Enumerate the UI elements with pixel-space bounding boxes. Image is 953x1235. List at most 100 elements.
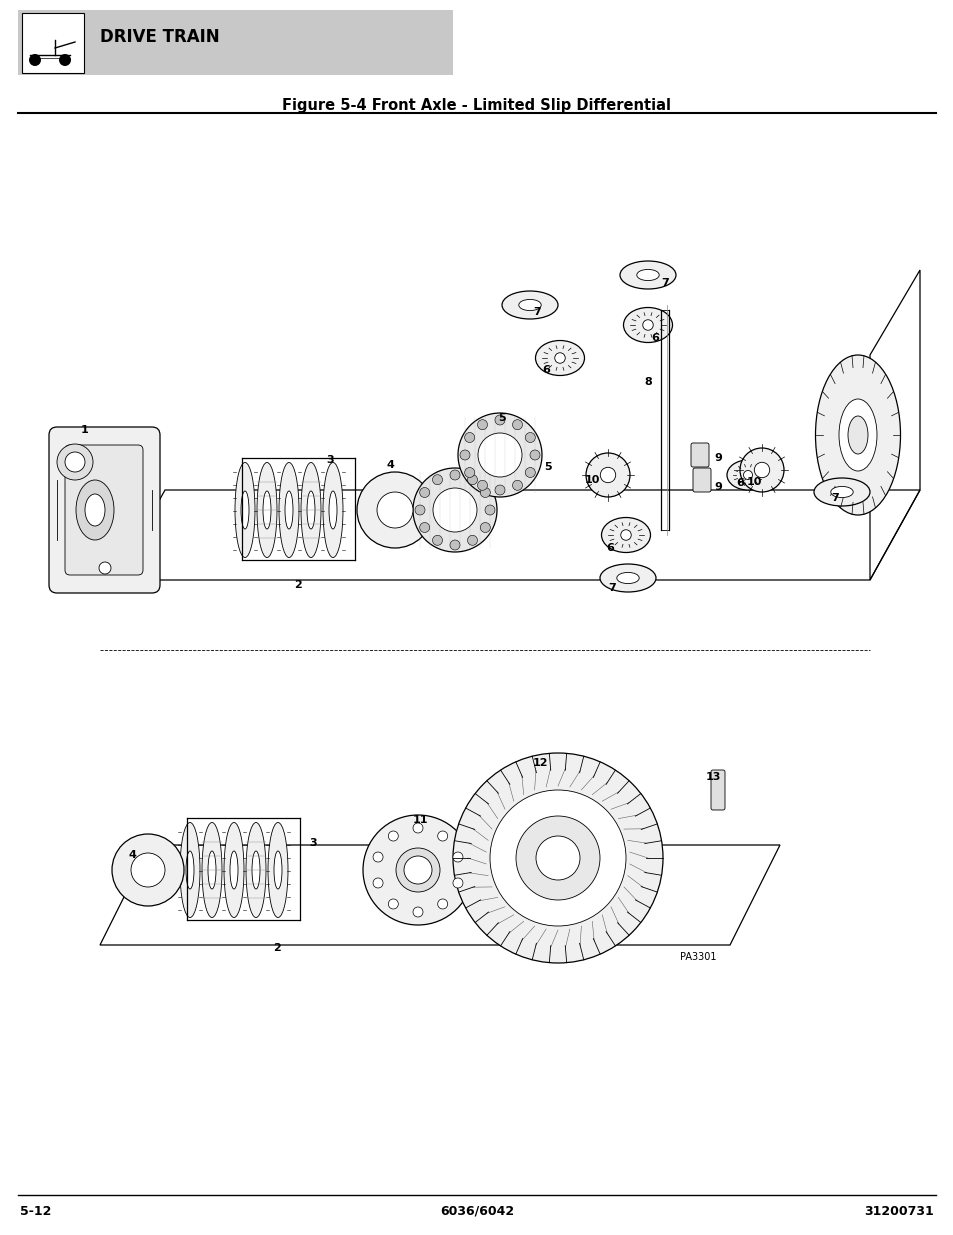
Text: 6: 6 [605, 543, 614, 553]
Circle shape [490, 790, 625, 926]
Circle shape [373, 878, 383, 888]
Circle shape [376, 492, 413, 529]
Circle shape [453, 753, 662, 963]
Circle shape [484, 505, 495, 515]
Ellipse shape [847, 416, 867, 454]
Text: 4: 4 [386, 459, 394, 471]
Ellipse shape [268, 823, 288, 918]
Ellipse shape [252, 851, 260, 889]
Text: Figure 5-4 Front Axle - Limited Slip Differential: Figure 5-4 Front Axle - Limited Slip Dif… [282, 98, 671, 112]
Circle shape [388, 831, 398, 841]
Circle shape [373, 852, 383, 862]
Circle shape [112, 834, 184, 906]
Circle shape [99, 562, 111, 574]
Ellipse shape [813, 478, 869, 506]
Ellipse shape [623, 308, 672, 342]
Circle shape [754, 462, 769, 478]
Circle shape [495, 415, 504, 425]
Text: 2: 2 [294, 580, 301, 590]
FancyBboxPatch shape [49, 427, 160, 593]
Text: 2: 2 [273, 944, 280, 953]
Circle shape [512, 480, 522, 490]
Text: 10: 10 [745, 477, 760, 487]
Circle shape [432, 535, 442, 546]
Text: 9: 9 [713, 482, 721, 492]
Circle shape [467, 474, 477, 484]
Circle shape [363, 815, 473, 925]
Ellipse shape [234, 462, 254, 557]
Ellipse shape [301, 462, 320, 557]
Circle shape [642, 320, 653, 330]
Text: 13: 13 [704, 772, 720, 782]
Ellipse shape [617, 572, 639, 584]
Ellipse shape [230, 851, 237, 889]
Circle shape [536, 836, 579, 881]
Ellipse shape [274, 851, 282, 889]
Text: 1: 1 [81, 425, 89, 435]
Text: 7: 7 [830, 493, 838, 503]
Circle shape [453, 852, 462, 862]
Ellipse shape [224, 823, 244, 918]
Text: 12: 12 [532, 758, 547, 768]
Circle shape [65, 452, 85, 472]
Circle shape [59, 54, 71, 65]
Circle shape [437, 831, 447, 841]
Circle shape [388, 899, 398, 909]
Text: 3: 3 [309, 839, 316, 848]
Circle shape [459, 450, 470, 459]
Ellipse shape [815, 354, 900, 515]
Circle shape [415, 505, 424, 515]
Circle shape [450, 471, 459, 480]
Circle shape [29, 54, 41, 65]
Circle shape [464, 432, 475, 442]
Circle shape [479, 522, 490, 532]
FancyBboxPatch shape [690, 443, 708, 467]
Bar [22, 14, 84, 73]
Ellipse shape [726, 459, 768, 490]
Circle shape [599, 467, 615, 483]
Text: 7: 7 [533, 308, 540, 317]
Ellipse shape [518, 299, 540, 310]
Ellipse shape [186, 851, 193, 889]
Circle shape [57, 445, 92, 480]
Ellipse shape [256, 462, 276, 557]
Circle shape [413, 906, 422, 918]
Text: 4: 4 [128, 850, 135, 860]
Ellipse shape [501, 291, 558, 319]
Circle shape [479, 488, 490, 498]
Text: 6: 6 [736, 478, 743, 488]
Text: 6: 6 [541, 366, 549, 375]
Circle shape [477, 480, 487, 490]
Circle shape [495, 485, 504, 495]
Text: 5-12: 5-12 [20, 1205, 51, 1218]
Circle shape [419, 522, 429, 532]
Ellipse shape [180, 823, 200, 918]
Text: 11: 11 [412, 815, 427, 825]
Ellipse shape [307, 492, 314, 529]
Circle shape [530, 450, 539, 459]
Circle shape [467, 535, 477, 546]
Ellipse shape [278, 462, 298, 557]
Text: 31200731: 31200731 [863, 1205, 933, 1218]
Text: 6: 6 [650, 333, 659, 343]
Circle shape [620, 530, 631, 540]
Ellipse shape [263, 492, 271, 529]
Circle shape [453, 878, 462, 888]
Ellipse shape [599, 564, 656, 592]
Circle shape [554, 353, 565, 363]
Circle shape [413, 468, 497, 552]
Ellipse shape [838, 399, 876, 471]
FancyBboxPatch shape [710, 769, 724, 810]
Bar [18, 10, 453, 75]
Text: PA3301: PA3301 [679, 952, 716, 962]
Circle shape [395, 848, 439, 892]
Circle shape [516, 816, 599, 900]
Circle shape [450, 540, 459, 550]
Ellipse shape [246, 823, 266, 918]
Ellipse shape [637, 269, 659, 280]
Ellipse shape [85, 494, 105, 526]
Circle shape [403, 856, 432, 884]
Ellipse shape [76, 480, 113, 540]
Circle shape [131, 853, 165, 887]
Circle shape [477, 433, 521, 477]
